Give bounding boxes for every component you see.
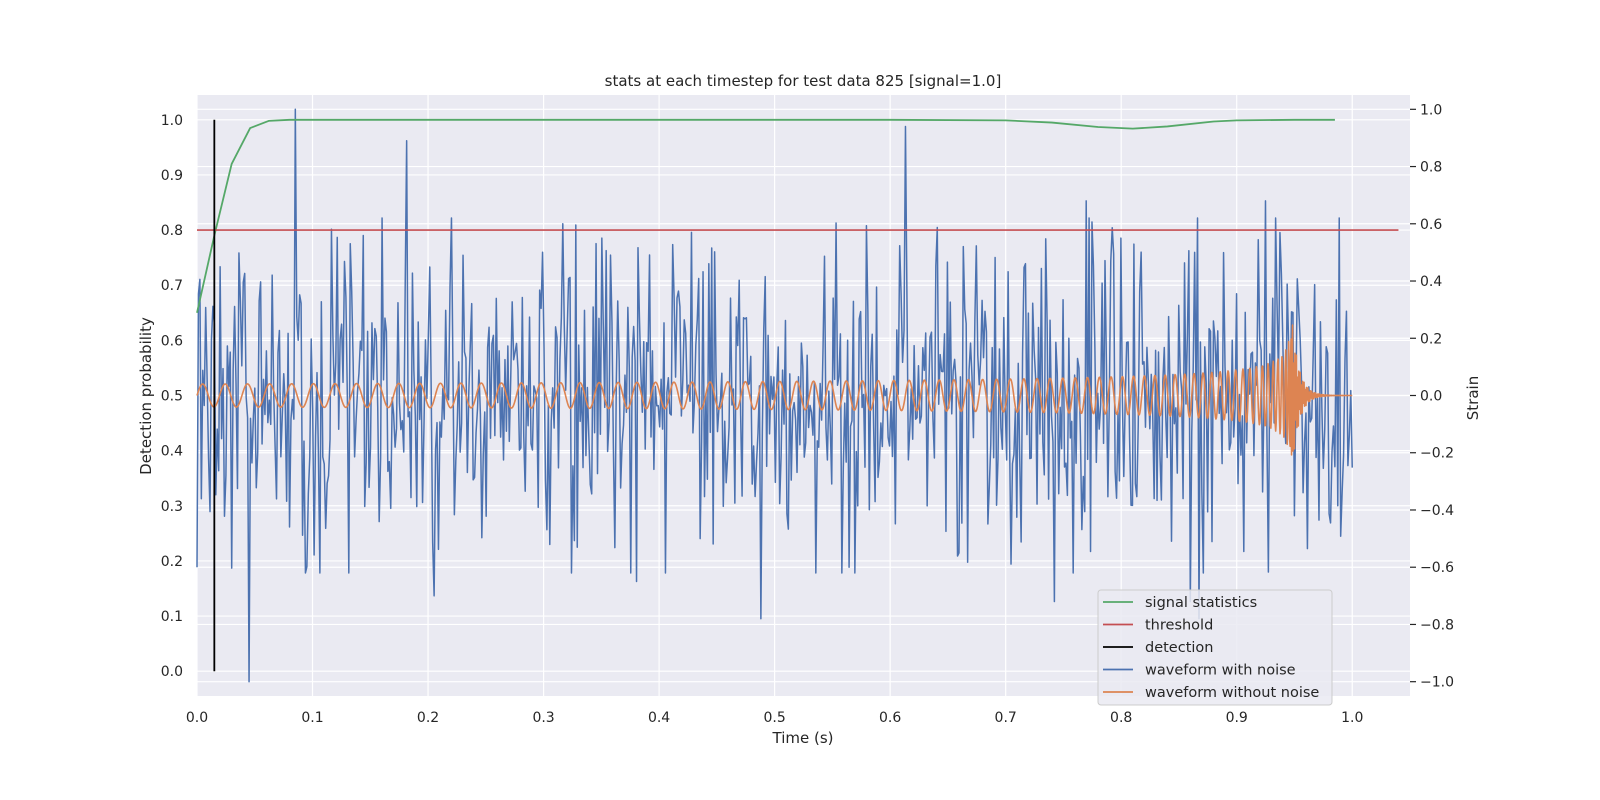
y2-axis-label: Strain (1464, 376, 1482, 420)
legend-box (1097, 589, 1333, 706)
y-axis-label: Detection probability (137, 317, 155, 475)
y2-tick-label: 0.0 (1420, 389, 1442, 405)
y2-tick-label: −0.8 (1420, 617, 1454, 633)
legend: signal statistics threshold detection wavef… (1097, 589, 1333, 706)
series-layer (196, 108, 1399, 683)
x-tick-label: 1.0 (1341, 710, 1363, 726)
y2-tick-label: 0.4 (1420, 274, 1442, 290)
y-tick-label: 0.9 (161, 168, 183, 184)
x-tick-label: 0.2 (417, 710, 439, 726)
x-tick-label: 0.4 (648, 710, 670, 726)
y-tick-label: 0.3 (161, 499, 183, 515)
y-tick-label: 0.1 (161, 609, 183, 625)
y-tick-label: 0.6 (161, 333, 183, 349)
chart-title: stats at each timestep for test data 825… (605, 72, 1002, 90)
y2-tick-label: 0.8 (1420, 160, 1442, 176)
y2-tick-label: −0.4 (1420, 503, 1454, 519)
x-tick-label: 0.3 (532, 710, 554, 726)
x-tick-label: 0.8 (1110, 710, 1132, 726)
right-axis: −1.0 −0.8 −0.6 −0.4 −0.2 0.0 0.2 0.4 0.6 0.8 1.0 (1410, 102, 1454, 691)
y-tick-label: 0.7 (161, 278, 183, 294)
x-tick-label: 0.0 (186, 710, 208, 726)
legend-entry: detection (1145, 640, 1213, 656)
y-tick-label: 0.0 (161, 664, 183, 680)
y-tick-label: 0.5 (161, 389, 183, 405)
y2-tick-label: −0.2 (1420, 446, 1454, 462)
series-signal-statistics (196, 118, 1335, 313)
y2-tick-label: −0.6 (1420, 560, 1454, 576)
left-axis: 0.0 0.1 0.2 0.3 0.4 0.5 0.6 0.7 0.8 0.9 1.0 (161, 113, 183, 680)
x-axis-label: Time (s) (772, 729, 834, 747)
y2-tick-label: −1.0 (1420, 675, 1454, 691)
x-tick-label: 0.6 (879, 710, 901, 726)
y2-tick-label: 1.0 (1420, 102, 1442, 118)
y-tick-label: 0.4 (161, 444, 183, 460)
y-tick-label: 1.0 (161, 113, 183, 129)
y-tick-label: 0.8 (161, 223, 183, 239)
x-tick-label: 0.5 (763, 710, 785, 726)
legend-entry: waveform without noise (1145, 685, 1319, 701)
series-waveform-with-noise (196, 108, 1353, 683)
y2-tick-label: 0.2 (1420, 331, 1442, 347)
x-axis: 0.0 0.1 0.2 0.3 0.4 0.5 0.6 0.7 0.8 0.9 1.0 (186, 710, 1364, 726)
series-waveform-without-noise (196, 324, 1353, 456)
y2-tick-label: 0.6 (1420, 217, 1442, 233)
legend-entry: signal statistics (1145, 595, 1257, 611)
y-tick-label: 0.2 (161, 554, 183, 570)
x-tick-label: 0.9 (1226, 710, 1248, 726)
legend-entry: threshold (1145, 618, 1213, 634)
legend-entry: waveform with noise (1145, 663, 1296, 679)
x-tick-label: 0.7 (995, 710, 1017, 726)
x-tick-label: 0.1 (301, 710, 323, 726)
